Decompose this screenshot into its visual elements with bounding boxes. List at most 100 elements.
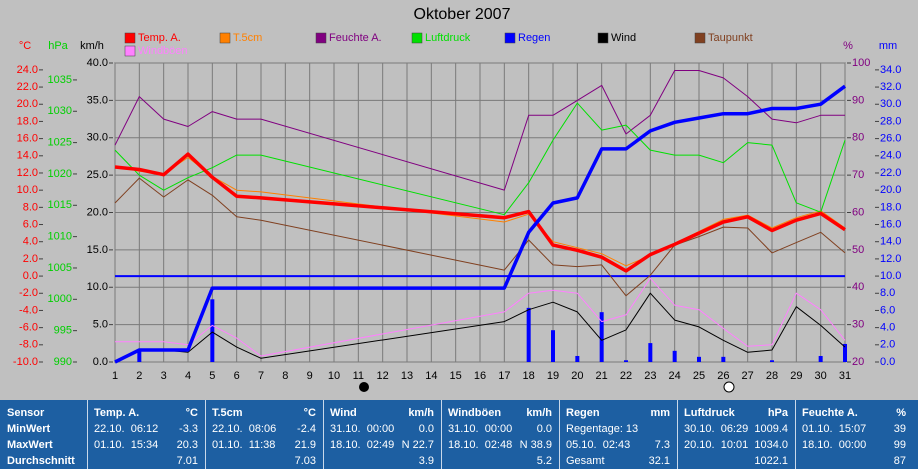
cell-time: Gesamt	[566, 455, 605, 467]
x-tick-label: 12	[377, 370, 389, 382]
x-tick-label: 14	[425, 370, 437, 382]
y-tick-label: 14.0	[17, 150, 38, 162]
y-tick-label: 990	[54, 356, 72, 368]
y-tick-label: 22.0	[880, 167, 901, 179]
y-tick-label: -8.0	[19, 339, 38, 351]
cell-value: 1034.0	[754, 439, 788, 451]
y-tick-label: 60	[852, 206, 864, 218]
y-tick-label: 1025	[48, 137, 72, 149]
x-tick-label: 13	[401, 370, 413, 382]
cell-value: 39	[893, 423, 906, 435]
row-label: MaxWert	[7, 439, 53, 451]
x-tick-label: 31	[839, 370, 851, 382]
legend-label: Feuchte A.	[329, 32, 382, 44]
cell-value: 21.9	[294, 439, 316, 451]
legend-label: Temp. A.	[138, 32, 181, 44]
y-tick-label: 1015	[48, 199, 72, 211]
series-line	[114, 70, 845, 191]
y-tick-label: 10.0	[880, 270, 901, 282]
y-tick-label: 24.0	[17, 64, 38, 76]
y-tick-label: 1035	[48, 74, 72, 86]
column-unit: mm	[650, 407, 670, 419]
y-tick-label: 28.0	[880, 115, 901, 127]
column-header: Windböen	[448, 407, 502, 419]
column-unit: km/h	[526, 407, 552, 419]
rain-bar	[818, 355, 823, 362]
cell-value: 7.3	[654, 439, 670, 451]
y-tick-label: 8.0	[880, 287, 895, 299]
legend-label: Luftdruck	[425, 32, 471, 44]
cell-value: 87	[893, 455, 906, 467]
legend-label: T.5cm	[233, 32, 262, 44]
x-tick-label: 23	[644, 370, 656, 382]
x-tick-label: 25	[693, 370, 705, 382]
rain-bar	[843, 343, 847, 362]
rain-bar	[672, 350, 677, 362]
y-tick-label: 10.0	[87, 281, 108, 293]
y-tick-label: 2.0	[23, 253, 38, 265]
series-line	[114, 102, 846, 216]
y-tick-label: 6.0	[23, 218, 38, 230]
series-line	[114, 152, 846, 273]
x-tick-label: 16	[474, 370, 486, 382]
y-tick-label: 22.0	[17, 81, 38, 93]
y-tick-label: 4.0	[880, 322, 895, 334]
y-tick-label: -10.0	[13, 356, 38, 368]
y-tick-label: 30	[852, 319, 864, 331]
y-tick-label: 1005	[48, 262, 72, 274]
column-header: Wind	[330, 407, 357, 419]
cell-value: 7.01	[176, 455, 198, 467]
axis-title: mm	[879, 40, 897, 52]
y-tick-label: 26.0	[880, 133, 901, 145]
y-tick-label: 20.0	[17, 98, 38, 110]
y-tick-label: 50	[852, 244, 864, 256]
y-tick-label: 30.0	[87, 132, 108, 144]
rain-bar	[526, 307, 531, 362]
column-header: Regen	[566, 407, 600, 419]
y-tick-label: 4.0	[23, 236, 38, 248]
cell-time: 20.10. 10:01	[684, 439, 749, 451]
x-tick-label: 4	[185, 370, 191, 382]
cell-value: 3.9	[418, 455, 434, 467]
y-tick-label: 2.0	[880, 339, 895, 351]
column-unit: °C	[185, 407, 198, 419]
legend-swatch	[504, 32, 516, 44]
x-tick-label: 21	[596, 370, 608, 382]
row-label: MinWert	[7, 423, 51, 435]
cell-time: 01.10. 15:34	[94, 439, 159, 451]
chart: Oktober 2007 °C -10.0 -8.0 -6.0 -4.0 -2.0 0.0 2…	[13, 6, 901, 393]
cell-value: 20.3	[176, 439, 198, 451]
y-tick-label: -4.0	[19, 304, 38, 316]
column-separator	[87, 400, 88, 469]
cell-time: 31.10. 00:00	[330, 423, 395, 435]
column-unit: °C	[303, 407, 316, 419]
column-header: T.5cm	[212, 407, 243, 419]
x-tick-label: 22	[620, 370, 632, 382]
y-tick-label: 18.0	[17, 115, 38, 127]
x-tick-label: 30	[815, 370, 827, 382]
cell-time: 01.10. 15:07	[802, 423, 867, 435]
column-unit: km/h	[408, 407, 434, 419]
y-tick-label: 14.0	[880, 236, 901, 248]
y-tick-label: 40.0	[87, 57, 108, 69]
x-tick-label: 28	[766, 370, 778, 382]
legend-swatch	[597, 32, 609, 44]
column-header: Temp. A.	[94, 407, 140, 419]
y-tick-label: 34.0	[880, 64, 901, 76]
y-tick-label: 100	[852, 57, 870, 69]
series-line	[115, 277, 846, 357]
column-separator	[323, 400, 324, 469]
y-tick-label: 35.0	[87, 94, 108, 106]
rain-bar	[575, 355, 580, 362]
chart-title: Oktober 2007	[414, 6, 511, 23]
y-tick-label: 1000	[48, 293, 72, 305]
cell-value: 32.1	[648, 455, 670, 467]
cell-time: 18.10. 02:48	[448, 439, 513, 451]
rain-bar	[137, 349, 142, 362]
legend-swatch	[411, 32, 423, 44]
cell-value: 1022.1	[754, 455, 788, 467]
cell-value: -3.3	[179, 423, 198, 435]
y-tick-label: 30.0	[880, 98, 901, 110]
y-tick-label: 40	[852, 281, 864, 293]
